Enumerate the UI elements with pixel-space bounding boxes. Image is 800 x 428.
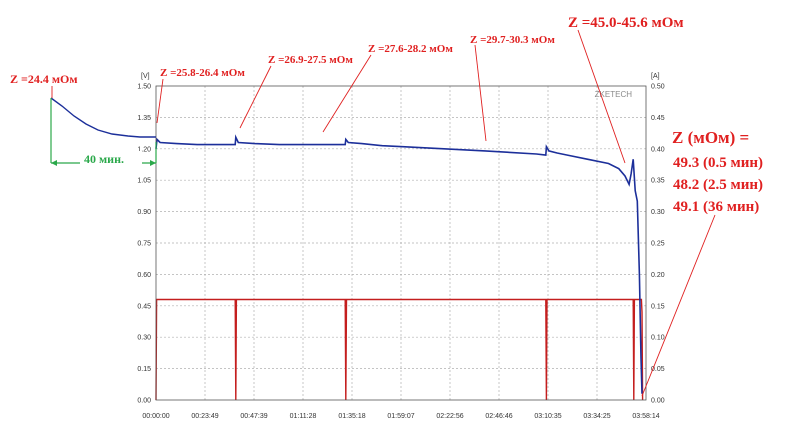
x-tick-label: 01:11:28 — [290, 413, 317, 420]
x-tick-label: 01:59:07 — [387, 413, 414, 420]
right-tick-label: 0.50 — [651, 84, 665, 91]
left-tick-label: 1.05 — [137, 178, 151, 185]
left-tick-label: 0.15 — [137, 366, 151, 373]
annotation-z-5-leader — [474, 44, 487, 142]
left-axis-ticks: 0.00 0.15 0.30 0.45 0.60 0.75 0.90 1.05 1.20 1.35… — [137, 84, 151, 405]
right-tick-label: 0.15 — [651, 303, 665, 310]
x-tick-label: 00:47:39 — [240, 413, 267, 420]
right-tick-label: 0.30 — [651, 209, 665, 216]
forty-min-arrow-right — [150, 160, 156, 166]
plot-frame — [155, 85, 647, 401]
annotation-z-2: Z =25.8-26.4 мОм — [160, 67, 245, 79]
left-axis-unit: [V] — [141, 73, 150, 80]
left-tick-label: 0.45 — [137, 303, 151, 310]
forty-min-label: 40 мин. — [84, 152, 124, 166]
right-axis-ticks: 0.00 0.05 0.10 0.15 0.20 0.25 0.30 0.35 0.40 0.45… — [651, 84, 665, 405]
right-tick-label: 0.00 — [651, 398, 665, 405]
z-summary-header: Z (мОм) = — [672, 128, 749, 147]
forty-min-arrow-left — [51, 160, 57, 166]
voltage-series-line — [155, 134, 643, 394]
x-tick-label: 02:46:46 — [485, 413, 512, 420]
z-summary-line-3: 49.1 (36 мин) — [673, 199, 759, 215]
annotation-z-4-leader — [322, 54, 372, 133]
annotation-z-1: Z =24.4 мОм — [10, 72, 78, 86]
x-tick-label: 03:10:35 — [534, 413, 561, 420]
left-tick-label: 0.30 — [137, 335, 151, 342]
left-tick-label: 1.50 — [137, 84, 151, 91]
right-tick-label: 0.25 — [651, 241, 665, 248]
annotation-z-6-leader — [577, 29, 626, 164]
grid-lines — [156, 86, 646, 400]
brand-watermark: ZKETECH — [595, 90, 633, 99]
x-tick-label: 03:34:25 — [583, 413, 610, 420]
forty-min-label-bg — [80, 151, 142, 165]
right-tick-label: 0.40 — [651, 146, 665, 153]
x-tick-label: 02:22:56 — [436, 413, 463, 420]
left-tick-label: 1.35 — [137, 115, 151, 122]
pre-discharge-curve — [50, 97, 156, 138]
annotation-z-3: Z =26.9-27.5 мОм — [268, 54, 353, 66]
left-tick-label: 1.20 — [137, 146, 151, 153]
z-summary-line-1: 49.3 (0.5 мин) — [673, 155, 763, 171]
right-tick-label: 0.05 — [651, 366, 665, 373]
z-summary-line-2: 48.2 (2.5 мин) — [673, 177, 763, 193]
z-summary-leader — [641, 214, 716, 397]
left-tick-label: 0.60 — [137, 272, 151, 279]
current-series-line — [155, 298, 644, 401]
right-tick-label: 0.45 — [651, 115, 665, 122]
x-tick-label: 01:35:18 — [338, 413, 365, 420]
annotation-z-3-leader — [239, 65, 272, 129]
x-tick-label: 00:00:00 — [142, 413, 169, 420]
left-tick-label: 0.00 — [137, 398, 151, 405]
annotation-z-4: Z =27.6-28.2 мОм — [368, 43, 453, 55]
x-axis-ticks: 00:00:00 00:23:49 00:47:39 01:11:28 01:35:18… — [142, 413, 659, 420]
right-tick-label: 0.20 — [651, 272, 665, 279]
annotation-z-2-leader — [156, 78, 164, 124]
x-tick-label: 03:58:14 — [632, 413, 659, 420]
annotation-z-6: Z =45.0-45.6 мОм — [568, 15, 684, 31]
x-tick-label: 00:23:49 — [191, 413, 218, 420]
right-axis-unit: [A] — [651, 73, 660, 80]
left-tick-label: 0.90 — [137, 209, 151, 216]
right-tick-label: 0.35 — [651, 178, 665, 185]
left-tick-label: 0.75 — [137, 241, 151, 248]
right-tick-label: 0.10 — [651, 335, 665, 342]
annotation-z-5: Z =29.7-30.3 мОм — [470, 34, 555, 46]
